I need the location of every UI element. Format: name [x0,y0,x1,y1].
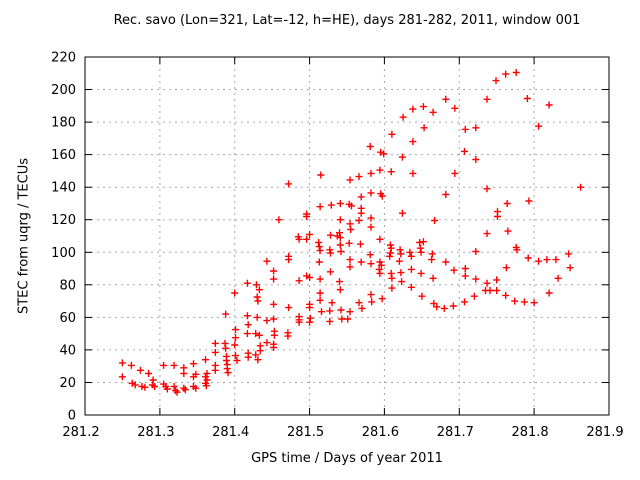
svg-text:281.3: 281.3 [137,425,174,440]
svg-text:180: 180 [51,116,76,131]
plot-title: Rec. savo (Lon=321, Lat=-12, h=HE), days… [113,13,581,28]
svg-text:100: 100 [51,246,76,261]
scatter-points [118,69,585,396]
svg-text:80: 80 [59,278,76,293]
svg-text:281.9: 281.9 [586,425,623,440]
svg-text:281.7: 281.7 [437,425,474,440]
x-tick-labels: 281.2 281.3 281.4 281.5 281.6 281.7 281.8 281.9 [62,425,623,440]
svg-text:281.6: 281.6 [362,425,399,440]
svg-text:40: 40 [59,343,76,358]
gridlines [85,57,609,415]
y-tick-labels: 0 20 40 60 80 100 120 140 160 180 200 220 [51,51,76,424]
svg-text:281.5: 281.5 [287,425,324,440]
svg-text:281.8: 281.8 [511,425,548,440]
svg-text:0: 0 [68,409,76,424]
svg-text:20: 20 [59,376,76,391]
svg-text:220: 220 [51,51,76,66]
x-axis-label: GPS time / Days of year 2011 [251,451,443,466]
svg-text:281.2: 281.2 [62,425,99,440]
svg-text:281.4: 281.4 [212,425,249,440]
axes-border [84,56,610,416]
svg-text:120: 120 [51,213,76,228]
svg-text:160: 160 [51,148,76,163]
svg-text:140: 140 [51,181,76,196]
svg-text:60: 60 [59,311,76,326]
svg-text:200: 200 [51,83,76,98]
